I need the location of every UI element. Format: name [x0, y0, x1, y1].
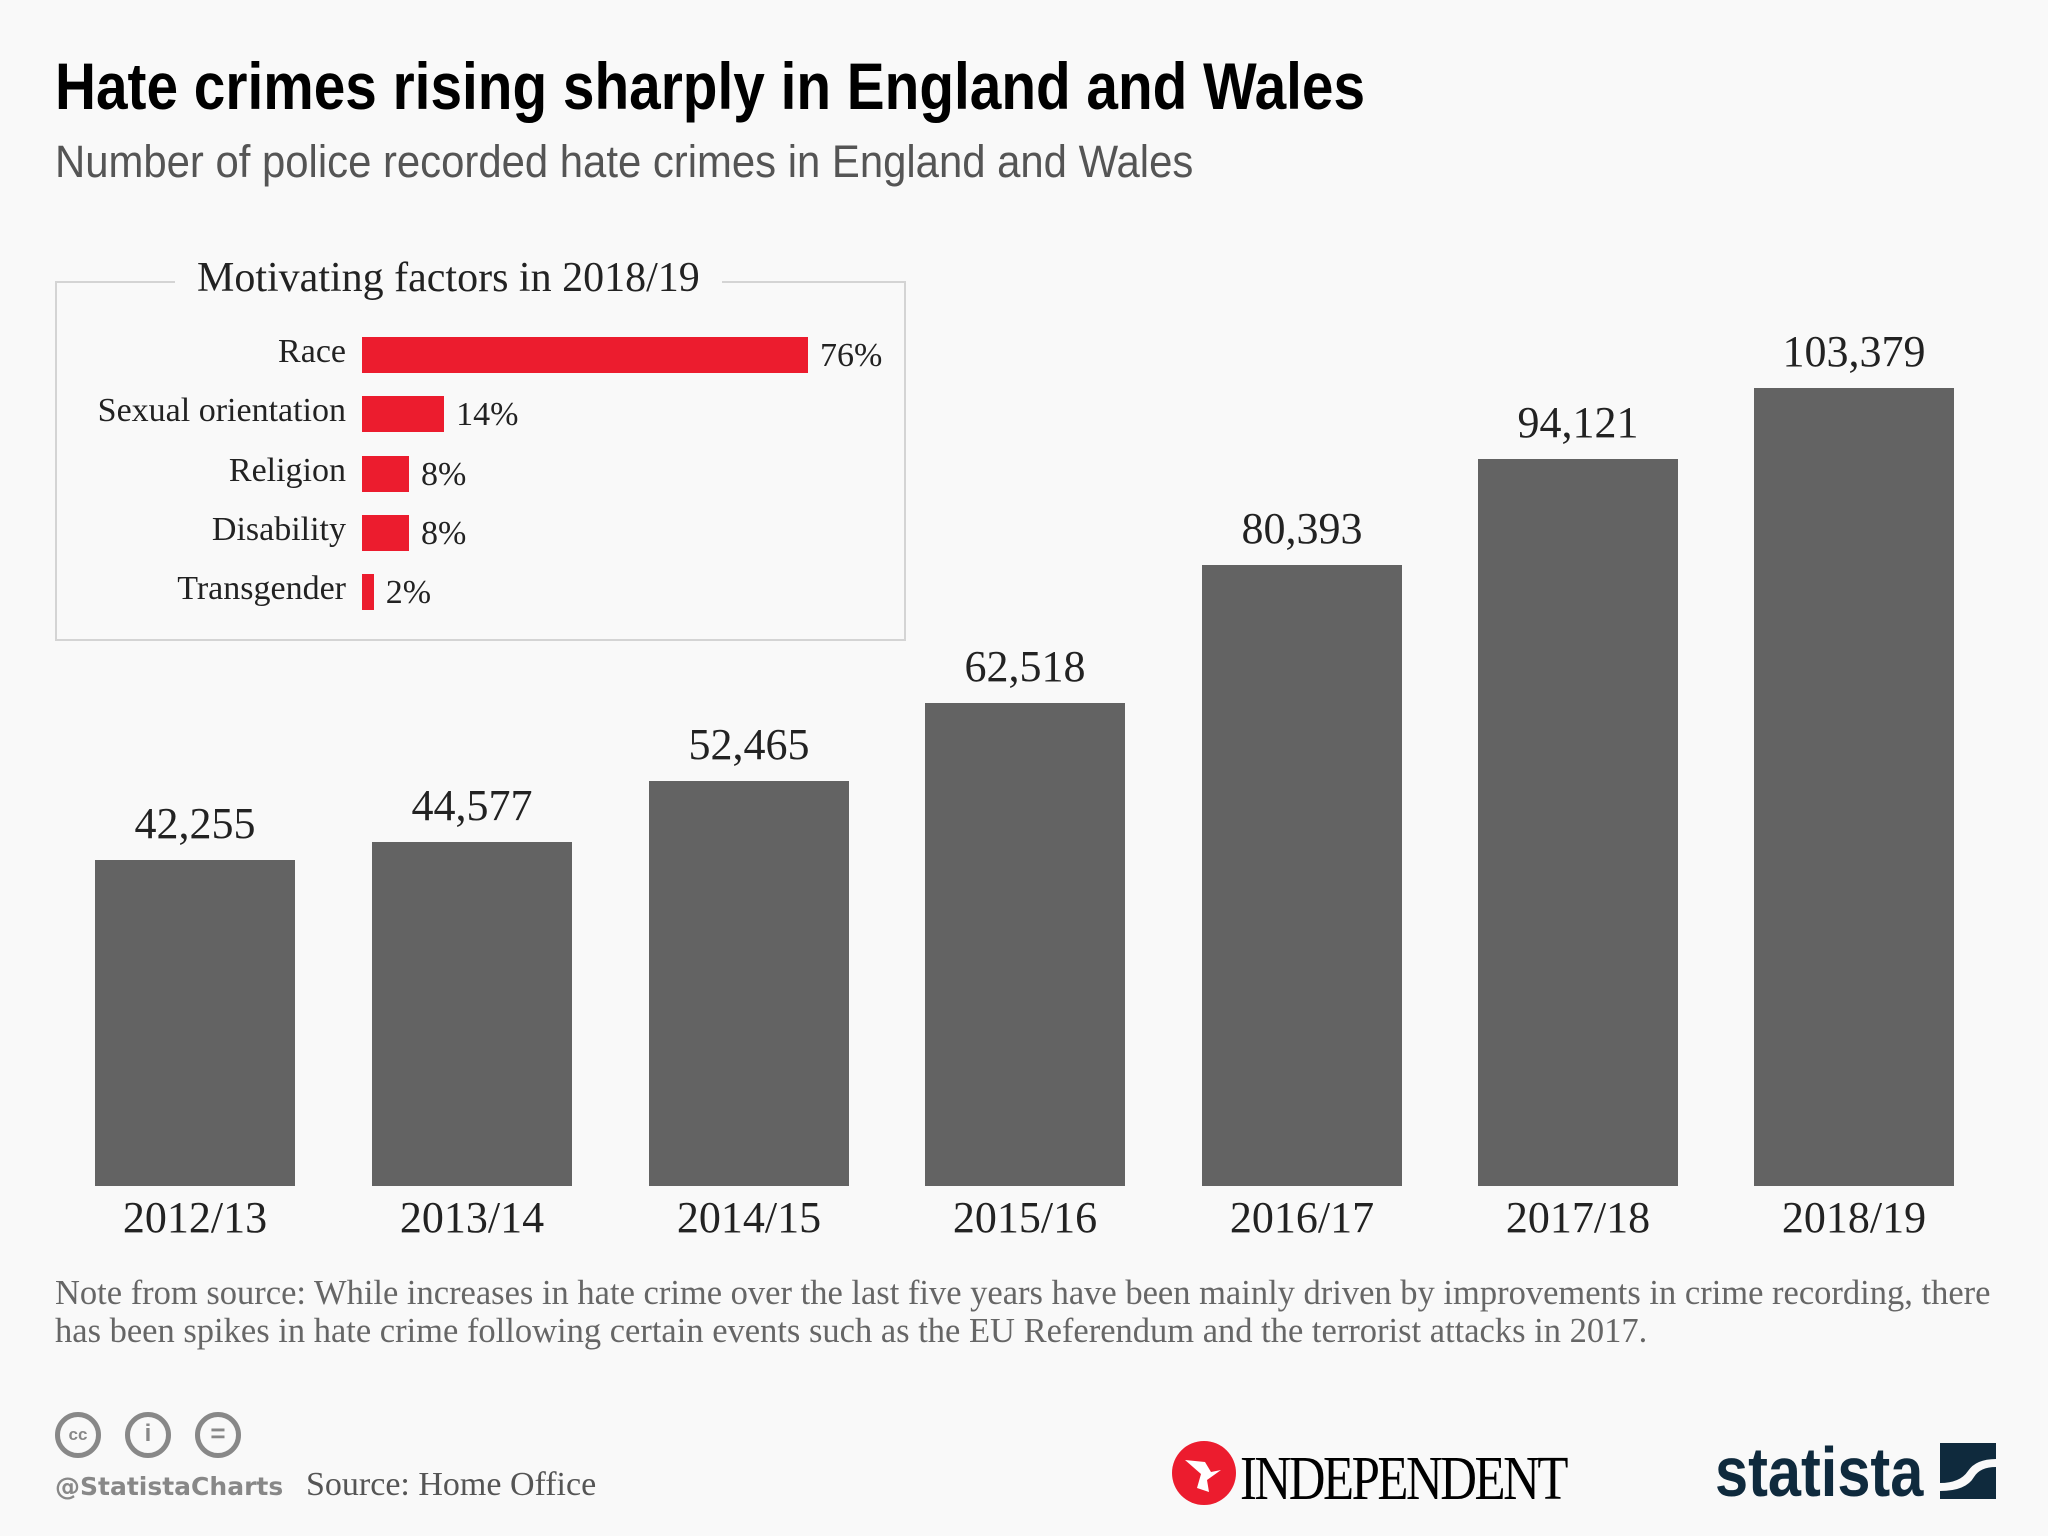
- inset-bar-4: [362, 574, 374, 610]
- category-label: 2013/14: [399, 1193, 545, 1242]
- bar-3: [925, 703, 1125, 1186]
- data-label: 52,465: [688, 720, 810, 769]
- inset-data-label: 2%: [385, 574, 432, 611]
- inset-category-label: Disability: [211, 511, 346, 548]
- bar-4: [1202, 565, 1402, 1186]
- inset-bar-1: [362, 396, 445, 432]
- statista-logo-icon: [1940, 1443, 1996, 1499]
- inset-data-label: 8%: [420, 456, 467, 493]
- category-label: 2017/18: [1505, 1193, 1651, 1242]
- bar-2: [649, 781, 849, 1186]
- category-label: 2014/15: [676, 1193, 822, 1242]
- page-title: Hate crimes rising sharply in England an…: [55, 49, 1366, 123]
- statista-logo-text: statista: [1715, 1433, 1924, 1511]
- inset-category-label: Race: [278, 333, 346, 370]
- data-label: 62,518: [964, 642, 1086, 692]
- independent-logo-text: INDEPENDENT: [1240, 1445, 1568, 1513]
- inset-category-label: Religion: [228, 452, 346, 489]
- category-label: 2018/19: [1781, 1193, 1927, 1242]
- page-subtitle: Number of police recorded hate crimes in…: [55, 136, 1194, 187]
- category-label: 2012/13: [122, 1193, 268, 1242]
- inset-data-label: 8%: [420, 515, 467, 552]
- attribution-icon: i: [125, 1412, 171, 1458]
- data-label: 94,121: [1517, 398, 1639, 448]
- source-note: Note from source: While increases in hat…: [55, 1274, 1991, 1350]
- bar-6: [1754, 388, 1954, 1186]
- inset-bar-2: [362, 456, 409, 492]
- data-label: 103,379: [1782, 327, 1926, 376]
- source-label: Source: Home Office: [306, 1466, 597, 1503]
- bar-0: [95, 859, 295, 1186]
- inset-bar-0: [362, 337, 808, 373]
- data-label: 44,577: [411, 780, 533, 830]
- cc-icon: cc: [55, 1412, 101, 1458]
- bar-5: [1478, 459, 1678, 1186]
- inset-data-label: 76%: [820, 337, 883, 374]
- data-label: 80,393: [1241, 504, 1363, 554]
- inset-category-label: Sexual orientation: [97, 392, 346, 429]
- inset-title: Motivating factors in 2018/19: [175, 254, 722, 302]
- inset-data-label: 14%: [456, 396, 519, 433]
- no-derivatives-icon: =: [195, 1412, 241, 1458]
- independent-eagle-logo: [1172, 1441, 1236, 1505]
- statista-handle[interactable]: @StatistaCharts: [55, 1472, 284, 1501]
- inset-category-label: Transgender: [177, 570, 346, 607]
- category-label: 2016/17: [1229, 1193, 1375, 1242]
- inset-bar-3: [362, 515, 409, 551]
- category-label: 2015/16: [952, 1193, 1098, 1242]
- bar-1: [372, 841, 572, 1186]
- data-label: 42,255: [134, 798, 256, 848]
